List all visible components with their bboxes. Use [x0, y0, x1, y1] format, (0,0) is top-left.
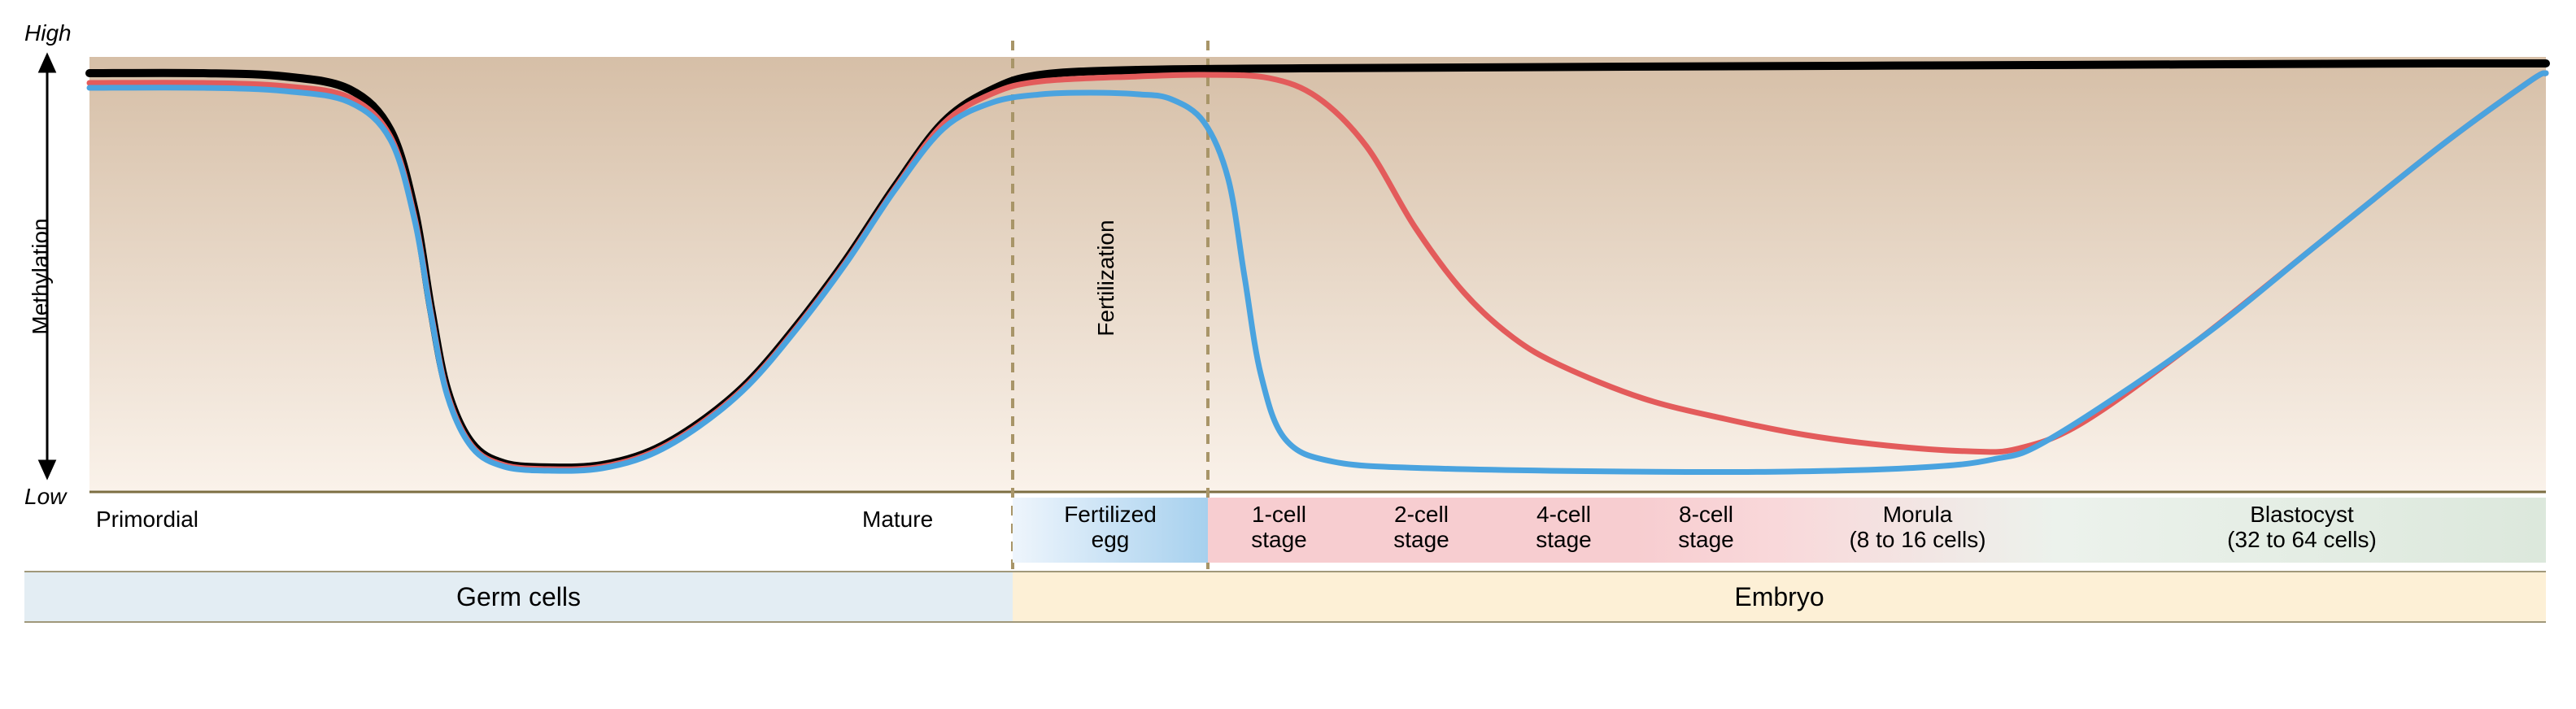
category-section-1: Embryo — [1013, 571, 2546, 623]
y-axis-high: High — [24, 20, 72, 46]
x-stage-label-1: Mature — [862, 507, 933, 533]
x-stage-label-0: Primordial — [96, 507, 198, 533]
x-stage-label-2: Fertilizedegg — [1013, 502, 1208, 553]
x-stage-label-8: Blastocyst(32 to 64 cells) — [2058, 502, 2546, 553]
y-axis-label: Methylation — [28, 195, 54, 358]
y-axis-low: Low — [24, 484, 66, 510]
fertilization-label: Fertilization — [1093, 209, 1119, 347]
category-section-0: Germ cells — [24, 571, 1013, 623]
x-stage-label-3: 1-cellstage — [1208, 502, 1350, 553]
x-stage-label-7: Morula(8 to 16 cells) — [1777, 502, 2058, 553]
methylation-chart: High Low Methylation Fertilization Primo… — [0, 0, 2576, 709]
x-stage-label-5: 4-cellstage — [1493, 502, 1635, 553]
x-stage-label-4: 2-cellstage — [1350, 502, 1493, 553]
x-stage-label-6: 8-cellstage — [1635, 502, 1777, 553]
